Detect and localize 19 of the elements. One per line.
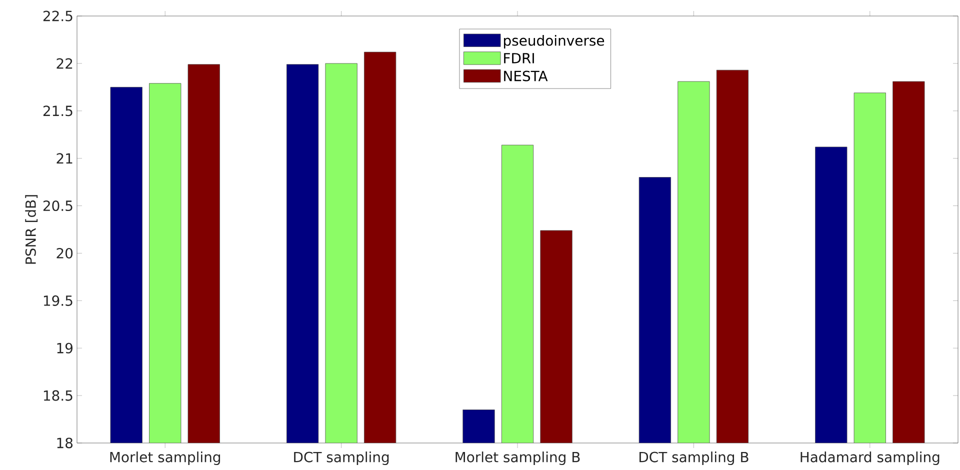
y-tick-label: 18.5 (44, 390, 72, 401)
y-tick-label: 20 (56, 248, 73, 258)
y-tick-label: 22.5 (43, 10, 72, 22)
legend-label: pseudoinverse (504, 35, 604, 49)
x-tick-label: DCT sampling B (640, 452, 748, 466)
y-tick-label: 21 (56, 153, 72, 164)
y-tick-label: 18 (57, 438, 73, 448)
y-tick-label: 20.5 (43, 200, 72, 212)
legend-label: NESTA (504, 70, 548, 82)
x-tick-label: Morlet sampling (110, 452, 220, 466)
x-tick-label: Morlet sampling B (456, 452, 580, 466)
x-tick-label: Hadamard sampling (800, 452, 940, 466)
y-axis-title: PSNR [dB] (25, 195, 38, 264)
y-tick-label: 19 (57, 342, 72, 354)
legend-label: FDRI (504, 53, 534, 64)
y-tick-label: 21.5 (43, 106, 72, 116)
y-tick-label: 22 (56, 58, 72, 69)
y-tick-label: 19.5 (44, 295, 72, 306)
x-tick-label: DCT sampling (294, 452, 389, 466)
